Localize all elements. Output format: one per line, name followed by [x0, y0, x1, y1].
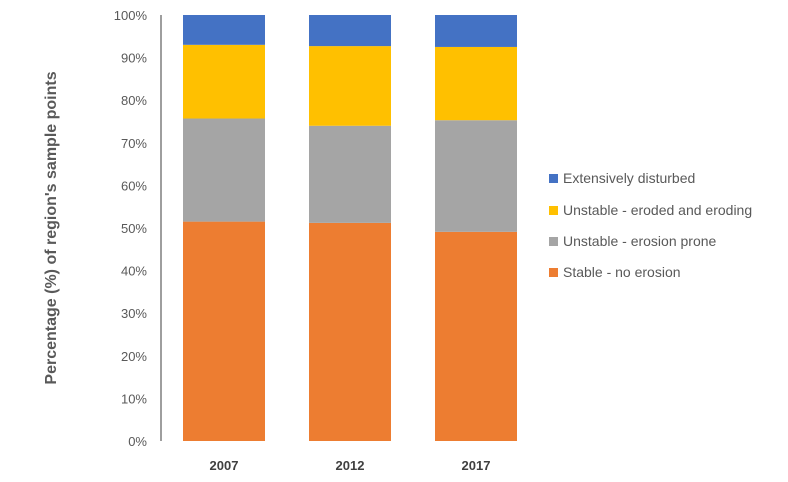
y-tick-label: 100%: [114, 8, 148, 23]
legend-label: Unstable - eroded and eroding: [563, 202, 752, 218]
bar-segment: [435, 231, 517, 441]
bar-segment: [183, 44, 265, 119]
legend-item: Extensively disturbed: [549, 170, 695, 186]
y-tick-label: 10%: [121, 391, 147, 406]
category-label: 2012: [336, 458, 365, 473]
y-tick-label: 20%: [121, 349, 147, 364]
legend-swatch: [549, 174, 558, 183]
y-tick-label: 50%: [121, 221, 147, 236]
y-tick-label: 0%: [128, 434, 147, 449]
y-tick-label: 60%: [121, 178, 147, 193]
bar-segment: [435, 120, 517, 232]
legend-label: Unstable - erosion prone: [563, 233, 717, 249]
y-tick-label: 90%: [121, 51, 147, 66]
legend-item: Unstable - erosion prone: [549, 233, 717, 249]
legend-swatch: [549, 268, 558, 277]
legend-swatch: [549, 237, 558, 246]
y-axis-label: Percentage (%) of region's sample points: [43, 71, 60, 384]
y-tick-label: 70%: [121, 136, 147, 151]
bar-segment: [183, 221, 265, 441]
bar-segment: [183, 15, 265, 45]
legend-label: Extensively disturbed: [563, 170, 695, 186]
category-label: 2017: [462, 458, 491, 473]
y-tick-label: 30%: [121, 306, 147, 321]
legend-item: Unstable - eroded and eroding: [549, 202, 752, 218]
y-tick-label: 80%: [121, 93, 147, 108]
legend-swatch: [549, 206, 558, 215]
bar-segment: [309, 46, 391, 126]
category-label: 2007: [210, 458, 239, 473]
bar-segment: [309, 15, 391, 47]
legend-item: Stable - no erosion: [549, 264, 681, 280]
bar-segment: [309, 222, 391, 441]
bar-segment: [309, 125, 391, 223]
bar-segment: [183, 118, 265, 222]
bar-segment: [435, 15, 517, 47]
bar-segment: [435, 46, 517, 121]
legend-label: Stable - no erosion: [563, 264, 681, 280]
y-tick-label: 40%: [121, 264, 147, 279]
